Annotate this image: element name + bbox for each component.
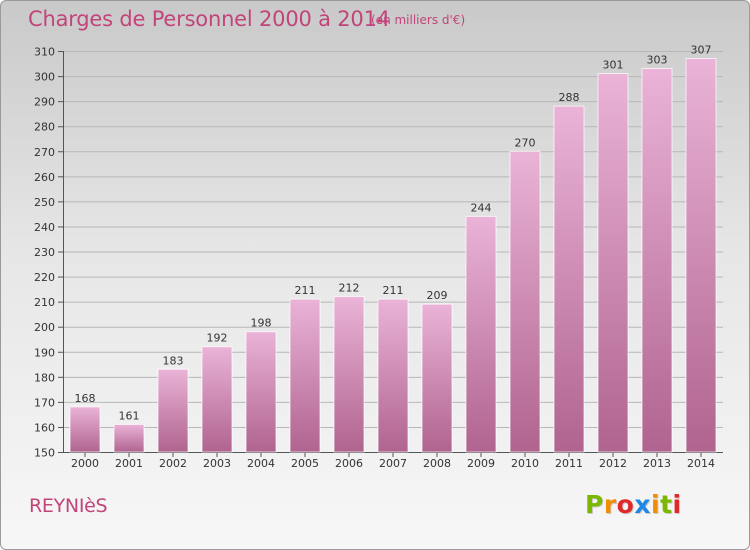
- x-tick-label: 2001: [115, 457, 143, 470]
- chart-subtitle: (en milliers d'€): [371, 13, 466, 27]
- y-tick-label: 170: [34, 396, 55, 409]
- bar-2004: [245, 331, 277, 453]
- bar-2000: [69, 406, 101, 453]
- logo-letter: x: [634, 490, 651, 519]
- x-tick-label: 2000: [71, 457, 99, 470]
- bar-value-label: 270: [515, 136, 536, 149]
- chart-title: Charges de Personnel 2000 à 2014: [28, 7, 390, 31]
- bar-2013: [641, 68, 673, 453]
- y-tick-label: 210: [34, 296, 55, 309]
- y-tick-label: 180: [34, 371, 55, 384]
- logo-letter: r: [603, 490, 617, 519]
- y-tick-label: 250: [34, 196, 55, 209]
- y-tick-label: 150: [34, 447, 55, 460]
- y-tick-label: 270: [34, 146, 55, 159]
- bar-value-label: 301: [603, 59, 624, 72]
- bar-value-label: 168: [75, 392, 96, 405]
- y-tick-label: 230: [34, 246, 55, 259]
- y-tick-label: 160: [34, 421, 55, 434]
- y-tick-label: 240: [34, 221, 55, 234]
- y-tick-label: 220: [34, 271, 55, 284]
- logo-letter: t: [660, 490, 673, 519]
- logo-letter: i: [651, 490, 661, 519]
- bar-2001: [113, 423, 145, 453]
- bar-2003: [201, 346, 233, 453]
- bar-value-label: 161: [119, 409, 140, 422]
- bar-value-label: 198: [251, 317, 272, 330]
- logo-letter: o: [616, 490, 635, 519]
- bar-value-label: 209: [427, 289, 448, 302]
- bar-value-label: 183: [163, 354, 184, 367]
- x-tick-label: 2009: [467, 457, 495, 470]
- x-tick-label: 2014: [687, 457, 715, 470]
- bar-2007: [377, 298, 409, 453]
- x-tick-label: 2008: [423, 457, 451, 470]
- bar-2010: [509, 150, 541, 453]
- y-tick-label: 310: [34, 46, 55, 59]
- labels: 150 160 170 180 190 200 210 220 230 240 250 260 270 2…: [34, 44, 715, 470]
- x-tick-label: 2005: [291, 457, 319, 470]
- bar-value-label: 307: [691, 44, 712, 57]
- logo-letter: i: [672, 490, 682, 519]
- bar-value-label: 244: [471, 201, 492, 214]
- y-tick-label: 290: [34, 96, 55, 109]
- y-tick-label: 280: [34, 121, 55, 134]
- bar-value-label: 288: [559, 91, 580, 104]
- bar-2009: [465, 215, 497, 453]
- bar-value-label: 212: [339, 282, 360, 295]
- bars: [69, 58, 717, 453]
- bar-value-label: 211: [383, 284, 404, 297]
- y-tick-label: 260: [34, 171, 55, 184]
- bar-2005: [289, 298, 321, 453]
- bar-2008: [421, 303, 453, 453]
- x-tick-label: 2004: [247, 457, 275, 470]
- x-tick-label: 2007: [379, 457, 407, 470]
- x-tick-label: 2011: [555, 457, 583, 470]
- place-name: REYNIèS: [29, 495, 108, 517]
- proxiti-logo: Proxiti: [585, 490, 682, 519]
- x-tick-label: 2002: [159, 457, 187, 470]
- y-tick-label: 300: [34, 71, 55, 84]
- x-tick-label: 2012: [599, 457, 627, 470]
- bar-2011: [553, 105, 585, 453]
- x-tick-label: 2010: [511, 457, 539, 470]
- bar-value-label: 303: [647, 54, 668, 67]
- bar-2012: [597, 73, 629, 453]
- x-tick-label: 2006: [335, 457, 363, 470]
- x-tick-label: 2003: [203, 457, 231, 470]
- bar-2006: [333, 296, 365, 453]
- bar-2014: [685, 58, 717, 453]
- bar-2002: [157, 368, 189, 453]
- bar-value-label: 211: [295, 284, 316, 297]
- y-tick-label: 190: [34, 346, 55, 359]
- x-tick-label: 2013: [643, 457, 671, 470]
- bar-value-label: 192: [207, 332, 228, 345]
- logo-letter: P: [585, 490, 604, 519]
- y-tick-label: 200: [34, 321, 55, 334]
